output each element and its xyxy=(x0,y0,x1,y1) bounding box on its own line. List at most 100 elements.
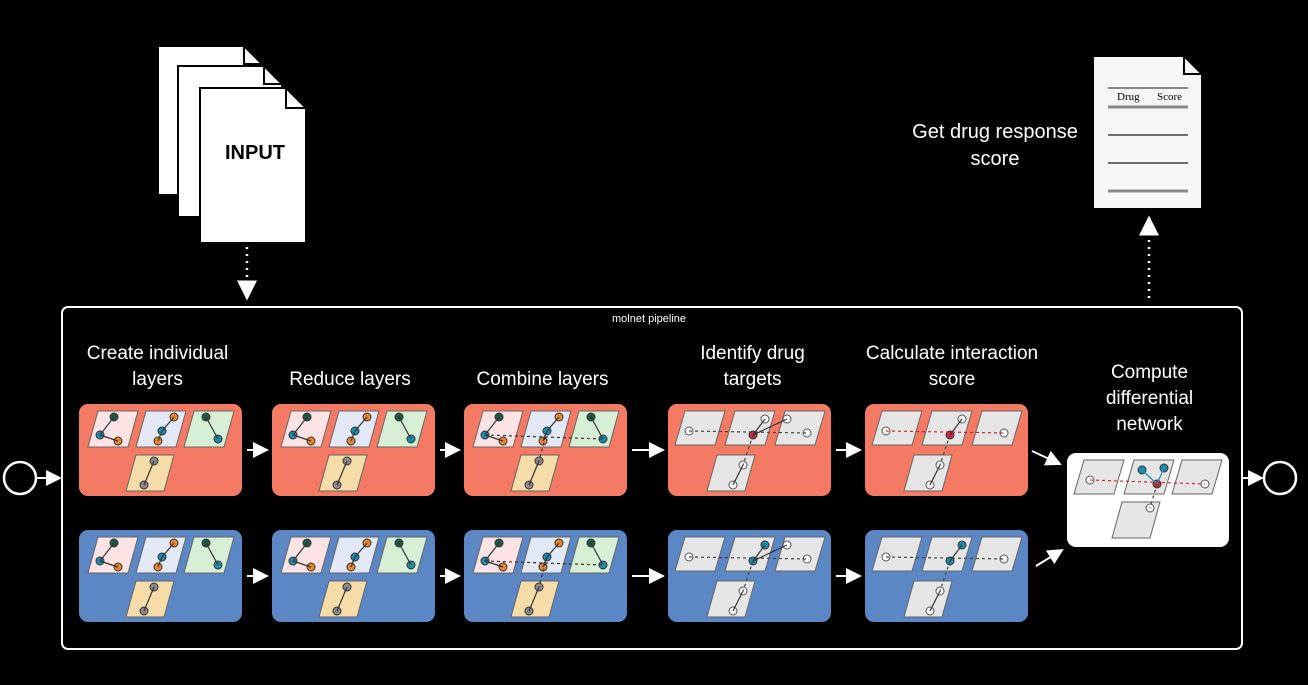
layer-plane xyxy=(510,580,560,618)
end-event xyxy=(1262,460,1298,496)
network-edge xyxy=(398,542,412,566)
output-col-score: Score xyxy=(1157,91,1183,103)
network-edge xyxy=(1156,467,1165,485)
network-edge xyxy=(354,542,368,558)
step-5-group2-box xyxy=(863,528,1030,624)
network-edge xyxy=(590,416,604,440)
step-4-group1-box xyxy=(666,402,833,498)
network-edge xyxy=(590,542,604,566)
output-document: Drug Score xyxy=(1092,53,1205,211)
network-edge xyxy=(157,430,163,442)
network-edge xyxy=(205,416,219,440)
layer-plane xyxy=(971,410,1023,446)
network-edge xyxy=(1089,479,1206,485)
layer-plane xyxy=(674,536,726,572)
network-edge xyxy=(752,544,766,562)
network-edge xyxy=(350,556,356,568)
layer-plane xyxy=(125,580,175,618)
input-documents: INPUT xyxy=(156,43,316,245)
step-title-reduce-layers: Reduce layers xyxy=(289,369,411,390)
network-edge xyxy=(949,418,963,436)
network-edge xyxy=(161,542,175,558)
flow-arrow xyxy=(1035,548,1064,567)
step-title-interaction-score: Calculate interaction score xyxy=(865,343,1039,390)
step-3-group1-box xyxy=(462,402,629,498)
network-edge xyxy=(484,542,500,562)
network-edge xyxy=(1149,483,1158,509)
network-edge xyxy=(752,418,766,436)
network-edge xyxy=(742,560,754,592)
network-edge xyxy=(292,542,308,562)
layer-plane xyxy=(971,536,1023,572)
step-2-group2-box xyxy=(270,528,437,624)
network-edge xyxy=(354,416,368,432)
step-1-group2-box xyxy=(77,528,244,624)
network-edge xyxy=(939,560,951,592)
network-edge xyxy=(528,586,540,612)
flow-arrow xyxy=(1031,450,1062,466)
pipeline-label: molnet pipeline xyxy=(612,313,686,325)
network-edge xyxy=(99,416,115,436)
network-edge xyxy=(538,556,548,588)
layer-plane xyxy=(871,536,923,572)
network-edge xyxy=(732,590,744,612)
layer-plane xyxy=(125,454,175,492)
network-edge xyxy=(161,416,175,432)
layer-plane xyxy=(871,410,923,446)
network-edge xyxy=(350,430,356,442)
network-edge xyxy=(1141,469,1158,485)
network-edge xyxy=(546,542,560,558)
network-edge xyxy=(752,544,788,562)
network-edge xyxy=(157,556,163,568)
network-edge xyxy=(292,434,312,442)
network-edge xyxy=(752,418,788,436)
step-title-differential-network: Compute differential network xyxy=(1105,362,1194,435)
network-edge xyxy=(484,434,604,440)
layer-plane xyxy=(318,454,368,492)
network-edge xyxy=(732,464,744,486)
network-edge xyxy=(143,586,155,612)
network-edge xyxy=(484,416,500,436)
input-label: INPUT xyxy=(225,142,285,164)
network-edge xyxy=(688,556,808,560)
layer-plane xyxy=(1073,459,1125,495)
network-edge xyxy=(688,430,808,434)
network-edge xyxy=(484,560,604,566)
output-col-drug: Drug xyxy=(1117,91,1140,103)
network-edge xyxy=(546,416,560,432)
layer-plane xyxy=(674,410,726,446)
network-edge xyxy=(949,544,963,562)
step-5-group1-box xyxy=(863,402,1030,498)
network-edge xyxy=(398,416,412,440)
network-edge xyxy=(336,460,348,486)
network-edge xyxy=(484,434,504,442)
network-edge xyxy=(143,460,155,486)
network-edge xyxy=(292,560,312,568)
network-edge xyxy=(99,434,119,442)
network-edge xyxy=(336,586,348,612)
network-edge xyxy=(205,542,219,566)
step-title-identify-targets: Identify drug targets xyxy=(700,343,805,390)
network-edge xyxy=(99,560,119,568)
output-label: Get drug response score xyxy=(912,121,1078,170)
network-edge xyxy=(929,464,941,486)
network-edge xyxy=(99,542,115,562)
layer-plane xyxy=(510,454,560,492)
network-edge xyxy=(484,560,504,568)
network-edge xyxy=(528,460,540,486)
step-2-group1-box xyxy=(270,402,437,498)
layer-plane xyxy=(318,580,368,618)
network-edge xyxy=(939,434,951,466)
network-edge xyxy=(292,416,308,436)
step-3-group2-box xyxy=(462,528,629,624)
step-title-create-layers: Create individual layers xyxy=(86,343,229,390)
network-edge xyxy=(742,434,754,466)
score-table-document-icon xyxy=(1092,53,1205,210)
step-4-group2-box xyxy=(666,528,833,624)
step-1-group1-box xyxy=(77,402,244,498)
start-event xyxy=(2,460,38,496)
network-edge xyxy=(885,556,1005,560)
step-title-combine-layers: Combine layers xyxy=(476,369,609,390)
network-edge xyxy=(929,590,941,612)
